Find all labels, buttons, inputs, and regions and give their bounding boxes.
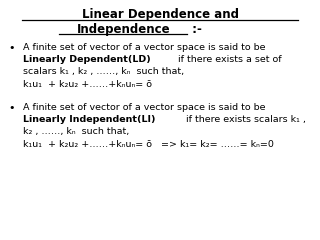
Text: A finite set of vector of a vector space is said to be: A finite set of vector of a vector space… (23, 103, 266, 112)
Text: Linear Dependence and: Linear Dependence and (82, 8, 238, 21)
Text: if there exists a set of: if there exists a set of (175, 55, 282, 64)
Text: Linearly Independent(LI): Linearly Independent(LI) (23, 115, 156, 124)
Text: A finite set of vector of a vector space is said to be: A finite set of vector of a vector space… (23, 43, 266, 52)
Text: •: • (8, 103, 14, 113)
Text: k₁u₁  + k₂u₂ +……+kₙuₙ= ō   => k₁= k₂= ……= kₙ=0: k₁u₁ + k₂u₂ +……+kₙuₙ= ō => k₁= k₂= ……= k… (23, 140, 274, 149)
Text: k₁u₁  + k₂u₂ +……+kₙuₙ= ō: k₁u₁ + k₂u₂ +……+kₙuₙ= ō (23, 80, 152, 89)
Text: •: • (8, 43, 14, 53)
Text: scalars k₁ , k₂ , ……, kₙ  such that,: scalars k₁ , k₂ , ……, kₙ such that, (23, 67, 184, 76)
Text: Linearly Dependent(LD): Linearly Dependent(LD) (23, 55, 151, 64)
Text: :-: :- (188, 23, 202, 36)
Text: k₂ , ……, kₙ  such that,: k₂ , ……, kₙ such that, (23, 127, 129, 136)
Text: if there exists scalars k₁ ,: if there exists scalars k₁ , (183, 115, 306, 124)
Text: Independence: Independence (76, 23, 170, 36)
